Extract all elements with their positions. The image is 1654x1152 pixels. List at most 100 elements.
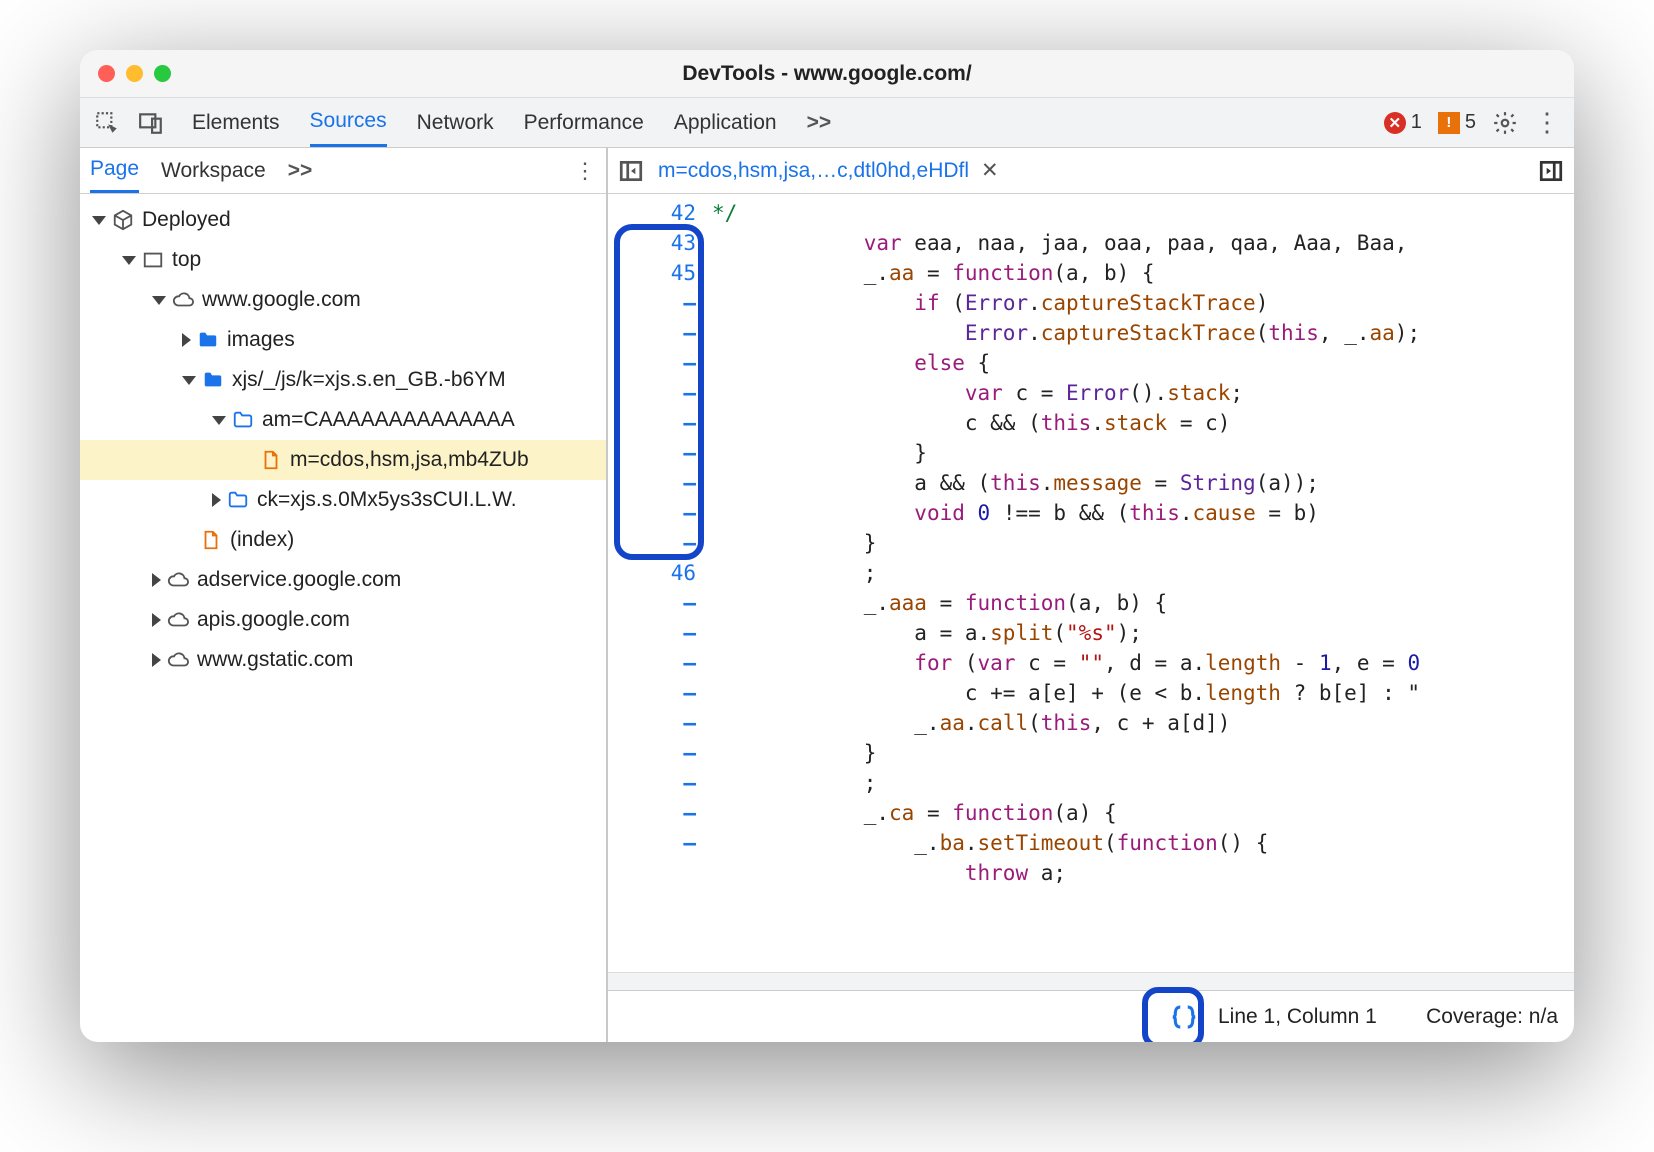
code-line[interactable]: a = a.split("%s"); [712,618,1574,648]
tab-sources[interactable]: Sources [310,98,387,147]
tree-row[interactable]: adservice.google.com [80,560,606,600]
gutter-line[interactable]: – [608,588,696,618]
gutter-line[interactable]: – [608,828,696,858]
file-tree: Deployed topwww.google.com images xjs/_/js/… [80,194,606,1042]
cloud-icon [172,289,194,311]
tree-label: top [172,248,201,272]
navigator-tabs: Page Workspace >> ⋮ [80,148,606,194]
open-file-name: m=cdos,hsm,jsa,…c,dtl0hd,eHDfl [658,159,969,183]
tree-label: m=cdos,hsm,jsa,mb4ZUb [290,448,529,472]
error-badge[interactable]: ✕ 1 [1384,111,1422,134]
tree-row[interactable]: apis.google.com [80,600,606,640]
code-line[interactable]: ; [712,558,1574,588]
code-content[interactable]: */ var eaa, naa, jaa, oaa, paa, qaa, Aaa… [712,194,1574,972]
code-line[interactable]: Error.captureStackTrace(this, _.aa); [712,318,1574,348]
frame-icon [142,249,164,271]
code-line[interactable]: */ [712,198,1574,228]
navigator-more-icon[interactable]: ⋮ [574,158,596,184]
device-toggle-icon[interactable] [138,110,164,136]
code-line[interactable]: throw a; [712,858,1574,888]
warning-badge[interactable]: ! 5 [1438,111,1476,134]
tree-row[interactable]: www.gstatic.com [80,640,606,680]
maximize-window-button[interactable] [154,65,171,82]
tree-label: apis.google.com [197,608,350,632]
code-line[interactable]: var eaa, naa, jaa, oaa, paa, qaa, Aaa, B… [712,228,1574,258]
code-line[interactable]: c && (this.stack = c) [712,408,1574,438]
code-line[interactable]: } [712,738,1574,768]
tree-label: images [227,328,295,352]
tree-row[interactable]: top [80,240,606,280]
folder-icon [197,329,219,351]
inspect-icon[interactable] [94,110,120,136]
code-line[interactable]: } [712,528,1574,558]
tree-row[interactable]: (index) [80,520,606,560]
gutter-line[interactable]: – [608,618,696,648]
code-line[interactable]: c += a[e] + (e < b.length ? b[e] : " [712,678,1574,708]
gutter-line[interactable]: – [608,648,696,678]
code-line[interactable]: void 0 !== b && (this.cause = b) [712,498,1574,528]
file-icon [200,529,222,551]
code-line[interactable]: if (Error.captureStackTrace) [712,288,1574,318]
gutter-line[interactable]: – [608,768,696,798]
warning-icon: ! [1438,112,1460,134]
code-line[interactable]: } [712,438,1574,468]
close-window-button[interactable] [98,65,115,82]
gutter-line[interactable]: – [608,708,696,738]
drawer-resize-handle[interactable] [608,972,1574,990]
gutter-line[interactable]: – [608,678,696,708]
navigator-tab-workspace[interactable]: Workspace [161,148,266,193]
code-line[interactable]: _.aa.call(this, c + a[d]) [712,708,1574,738]
gutter-line[interactable]: – [608,738,696,768]
navigator-tabs-overflow[interactable]: >> [288,148,313,193]
tree-row[interactable]: m=cdos,hsm,jsa,mb4ZUb [80,440,606,480]
tree-row[interactable]: Deployed [80,200,606,240]
editor-statusbar: Line 1, Column 1 Coverage: n/a [608,990,1574,1042]
tab-performance[interactable]: Performance [524,98,644,147]
open-file-tab[interactable]: m=cdos,hsm,jsa,…c,dtl0hd,eHDfl ✕ [658,158,999,183]
toggle-debugger-icon[interactable] [1538,158,1564,184]
code-line[interactable]: ; [712,768,1574,798]
settings-icon[interactable] [1492,110,1518,136]
tree-row[interactable]: xjs/_/js/k=xjs.s.en_GB.-b6YM [80,360,606,400]
cloud-icon [167,569,189,591]
folder-outline-icon [232,409,254,431]
tree-row[interactable]: images [80,320,606,360]
tabs-overflow-button[interactable]: >> [807,98,832,147]
code-line[interactable]: var c = Error().stack; [712,378,1574,408]
tree-row[interactable]: ck=xjs.s.0Mx5ys3sCUI.L.W. [80,480,606,520]
main-tabs: Elements Sources Network Performance App… [192,98,831,147]
code-editor[interactable]: 424345–––––––––46––––––––– */ var eaa, n… [608,194,1574,972]
tree-row[interactable]: www.google.com [80,280,606,320]
cube-icon [112,209,134,231]
tree-row[interactable]: am=CAAAAAAAAAAAAAA [80,400,606,440]
warning-count: 5 [1465,111,1476,134]
gutter-line[interactable]: 46 [608,558,696,588]
code-line[interactable]: _.ca = function(a) { [712,798,1574,828]
code-line[interactable]: a && (this.message = String(a)); [712,468,1574,498]
tab-network[interactable]: Network [417,98,494,147]
minimize-window-button[interactable] [126,65,143,82]
tree-label: www.google.com [202,288,361,312]
pretty-print-highlight-annotation [1142,987,1204,1042]
editor-tabbar: m=cdos,hsm,jsa,…c,dtl0hd,eHDfl ✕ [608,148,1574,194]
line-gutter[interactable]: 424345–––––––––46––––––––– [608,194,712,972]
code-line[interactable]: _.aaa = function(a, b) { [712,588,1574,618]
toggle-navigator-icon[interactable] [618,158,644,184]
cloud-icon [167,649,189,671]
devtools-window: DevTools - www.google.com/ Elements Sour… [80,50,1574,1042]
navigator-pane: Page Workspace >> ⋮ Deployed topwww.googl… [80,148,608,1042]
close-tab-icon[interactable]: ✕ [981,158,999,183]
file-icon [260,449,282,471]
gutter-line[interactable]: – [608,798,696,828]
tab-application[interactable]: Application [674,98,777,147]
code-line[interactable]: else { [712,348,1574,378]
code-line[interactable]: _.aa = function(a, b) { [712,258,1574,288]
more-menu-icon[interactable]: ⋮ [1534,110,1560,136]
navigator-tab-page[interactable]: Page [90,148,139,193]
tab-elements[interactable]: Elements [192,98,280,147]
code-line[interactable]: for (var c = "", d = a.length - 1, e = 0 [712,648,1574,678]
cloud-icon [167,609,189,631]
window-controls [98,65,171,82]
main-toolbar: Elements Sources Network Performance App… [80,98,1574,148]
code-line[interactable]: _.ba.setTimeout(function() { [712,828,1574,858]
